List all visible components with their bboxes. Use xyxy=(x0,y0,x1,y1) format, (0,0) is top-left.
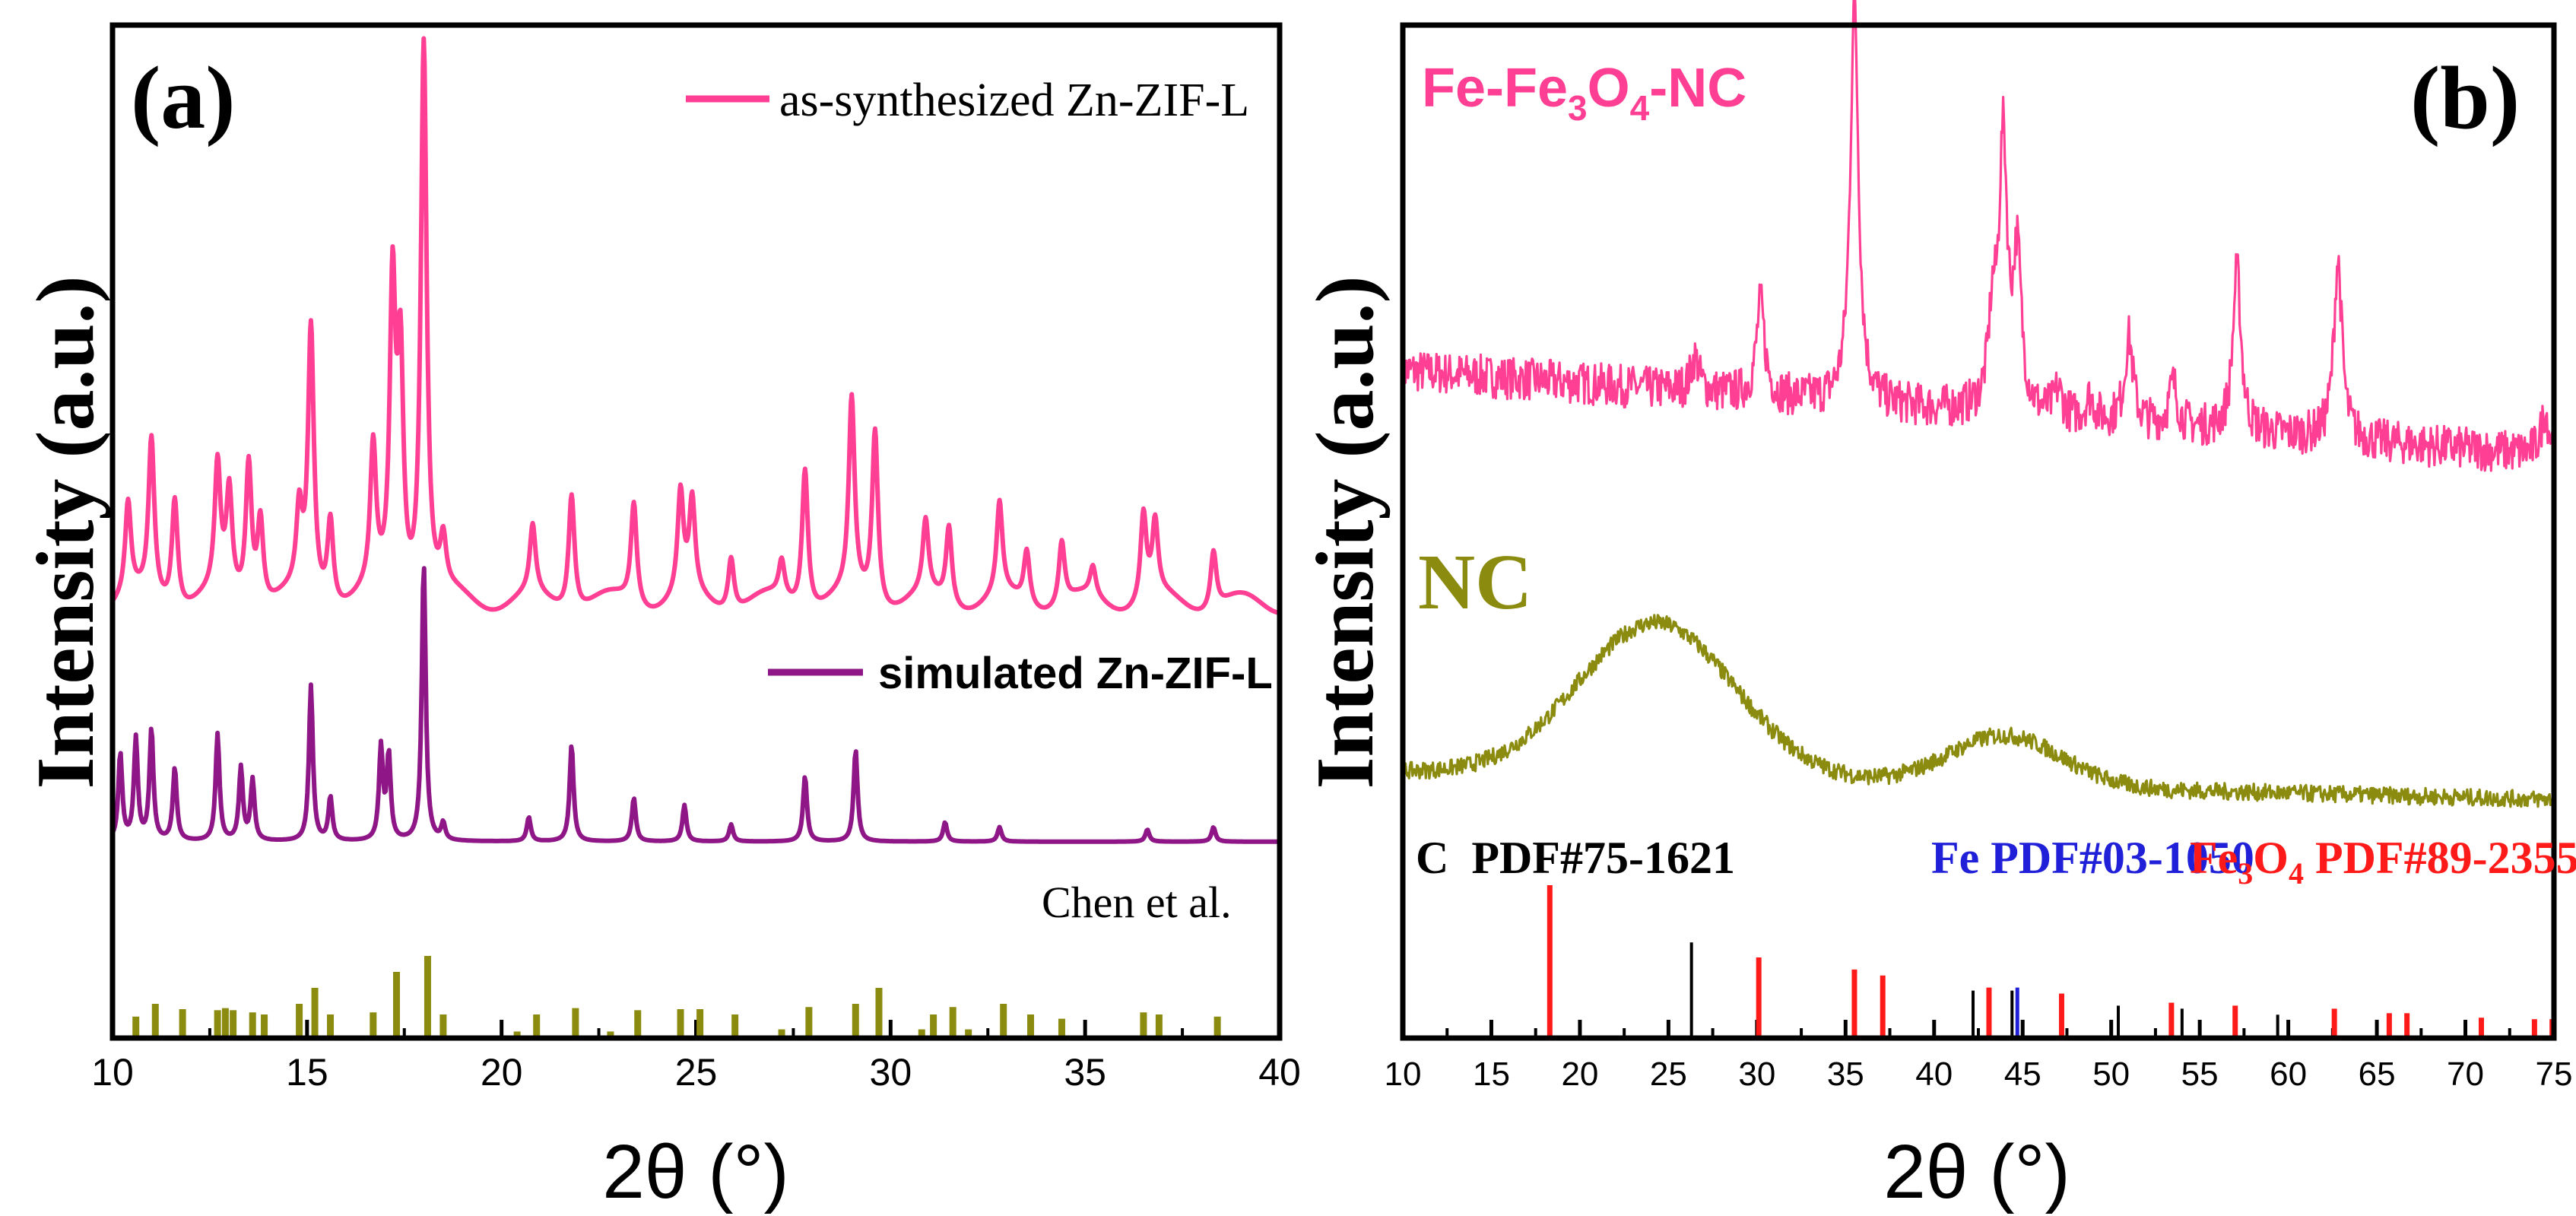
panel-a: 10 15 20 25 30 35 40 (a) as-synthesized Zn-ZIF… xyxy=(21,22,1301,1214)
panel-a-x-axis-label: 2θ (°) xyxy=(602,1129,789,1214)
x-tick-label-b: 50 xyxy=(2092,1056,2130,1093)
legend-a-olive-label: Chen et al. xyxy=(1042,878,1232,927)
ref-label-fe3o4: Fe3O4 PDF#89-2355 xyxy=(2190,833,2576,891)
x-tick-label-b: 65 xyxy=(2359,1056,2396,1093)
ref-label-fe3o4-part: 3 xyxy=(2238,856,2253,891)
legend-a-purple-label: simulated Zn-ZIF-L xyxy=(878,649,1273,698)
x-tick-label-b: 60 xyxy=(2270,1056,2307,1093)
x-tick-label-b: 25 xyxy=(1650,1056,1687,1093)
series-label-fe-fe3o4-nc-part: O xyxy=(1588,58,1630,119)
panel-b: 10 15 20 25 30 35 40 45 50 55 60 65 70 75 (b) Fe-Fe3O… xyxy=(1300,0,2576,1214)
legend-a-pink-label: as-synthesized Zn-ZIF-L xyxy=(779,75,1249,126)
x-tick-label-b: 45 xyxy=(2004,1056,2041,1093)
x-tick-label-a: 15 xyxy=(286,1051,328,1094)
panel-b-y-axis-label: Intensity (a.u.) xyxy=(1300,275,1391,789)
series-label-fe-fe3o4-nc-part: 3 xyxy=(1568,88,1588,128)
ref-label-c: C PDF#75-1621 xyxy=(1416,833,1735,883)
panel-a-y-axis-label: Intensity (a.u.) xyxy=(21,275,111,789)
x-tick-label-a: 20 xyxy=(481,1051,523,1094)
x-tick-label-a: 35 xyxy=(1064,1051,1106,1094)
panel-a-frame xyxy=(109,22,1283,1041)
panel-a-label: (a) xyxy=(131,48,236,148)
series-as-synthesized-line xyxy=(110,36,1281,615)
x-tick-label-a: 25 xyxy=(675,1051,718,1094)
ref-label-fe3o4-part: Fe xyxy=(2190,833,2238,883)
x-tick-label-b: 10 xyxy=(1385,1056,1422,1093)
ref-label-fe: Fe PDF#03-1050 xyxy=(1931,833,2254,883)
x-tick-label-a: 30 xyxy=(870,1051,912,1094)
panel-a-x-ticks: 10 15 20 25 30 35 40 xyxy=(91,1020,1301,1094)
series-label-fe-fe3o4-nc-part: 4 xyxy=(1630,88,1650,128)
x-tick-label-b: 30 xyxy=(1738,1056,1775,1093)
series-label-fe-fe3o4-nc-part: Fe-Fe xyxy=(1422,58,1568,119)
x-tick-label-b: 70 xyxy=(2447,1056,2484,1093)
panel-b-frame xyxy=(1400,22,2557,1041)
series-nc-line xyxy=(1401,614,2555,808)
x-tick-label-b: 75 xyxy=(2536,1056,2573,1093)
x-tick-label-b: 40 xyxy=(1915,1056,1953,1093)
ref-label-fe3o4-part: O xyxy=(2253,833,2289,883)
x-tick-label-a: 40 xyxy=(1258,1051,1301,1094)
x-tick-label-b: 15 xyxy=(1473,1056,1510,1093)
panel-b-x-ticks: 10 15 20 25 30 35 40 45 50 55 60 65 70 75 xyxy=(1385,1020,2573,1093)
series-simulated-line xyxy=(110,566,1281,844)
panel-b-x-axis-label: 2θ (°) xyxy=(1883,1129,2070,1214)
ref-label-fe3o4-part: 4 xyxy=(2289,856,2304,891)
x-tick-label-a: 10 xyxy=(91,1051,134,1094)
series-label-fe-fe3o4-nc: Fe-Fe3O4-NC xyxy=(1422,58,1746,128)
x-tick-label-b: 35 xyxy=(1827,1056,1864,1093)
panel-a-data xyxy=(110,36,1281,1036)
series-fe-fe3o4-nc-line xyxy=(1401,0,2555,472)
ref-label-fe3o4-part: PDF#89-2355 xyxy=(2304,833,2576,883)
panel-b-data xyxy=(1401,0,2555,1036)
x-tick-label-b: 55 xyxy=(2181,1056,2219,1093)
x-tick-label-b: 20 xyxy=(1561,1056,1598,1093)
panel-b-label: (b) xyxy=(2410,48,2520,148)
series-label-fe-fe3o4-nc-part: -NC xyxy=(1649,58,1746,119)
series-label-nc: NC xyxy=(1418,538,1532,626)
